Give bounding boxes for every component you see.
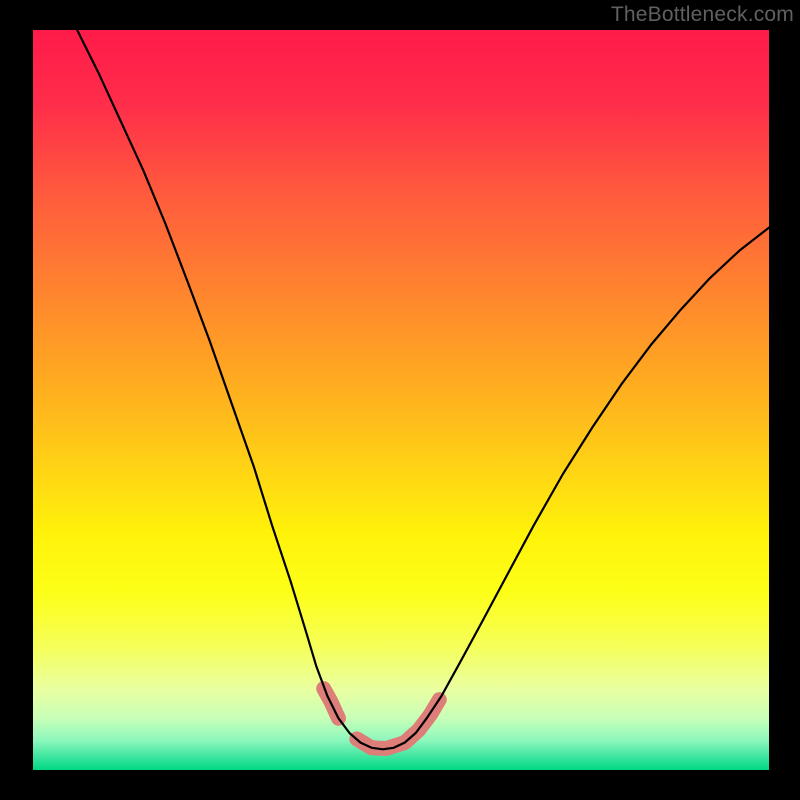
watermark-label: TheBottleneck.com [611,3,794,27]
bottleneck-chart [0,0,800,800]
plot-background [33,30,769,770]
